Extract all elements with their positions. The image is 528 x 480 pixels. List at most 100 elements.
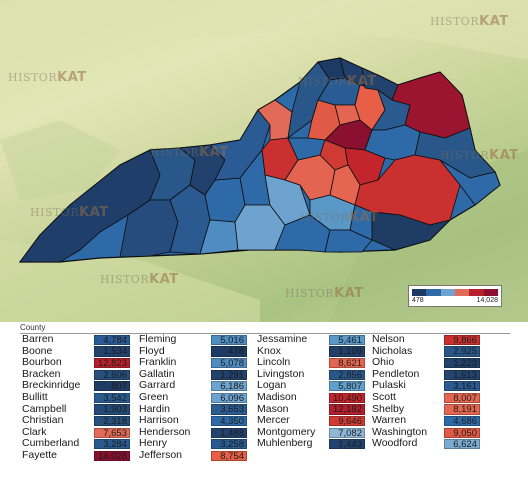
county-value: 9,866 <box>453 334 477 346</box>
county-value: 1,223 <box>453 357 477 369</box>
county-value: 8,754 <box>220 450 244 462</box>
value-cell: 1,291 <box>211 369 247 380</box>
county-name: Washington <box>372 425 428 438</box>
county-value: 6,096 <box>220 392 244 404</box>
table-row: Bracken 2,606 <box>20 367 130 381</box>
county-name: Harrison <box>139 414 179 427</box>
value-cell: 8,191 <box>444 404 480 415</box>
table-row: Montgomery 7,082 <box>255 425 365 439</box>
value-cell: 12,823 <box>94 357 130 369</box>
value-cell: 3,161 <box>444 381 480 392</box>
value-cell: 9,050 <box>444 427 480 438</box>
county-name: Boone <box>22 344 53 357</box>
table-row: Christian 2,318 <box>20 414 130 427</box>
value-cell: 1,443 <box>329 439 365 451</box>
color-legend: 478 14,028 <box>408 285 502 307</box>
watermark: HISTORKAT <box>100 272 179 287</box>
county-name: Bourbon <box>22 356 62 369</box>
table-row: Muhlenberg 1,443 <box>255 437 365 450</box>
legend-color-ramp <box>412 289 498 296</box>
county-value: 2,856 <box>338 369 362 381</box>
value-cell: 2,925 <box>444 346 480 358</box>
value-cell: 4,686 <box>444 415 480 427</box>
watermark: HISTORKAT <box>440 148 519 163</box>
county-value: 2,318 <box>103 415 127 427</box>
legend-swatch <box>426 289 441 296</box>
value-cell: 7,082 <box>329 427 365 438</box>
county-name: Breckinridge <box>22 379 81 392</box>
county-value: 5,807 <box>338 381 362 393</box>
value-cell: 3,258 <box>211 439 247 450</box>
table-column: Nelson 9,866 Nicholas 2,925 Ohio 1,223 Pendlet… <box>370 333 480 451</box>
table-row: Boone 1,534 <box>20 344 130 358</box>
county-region <box>371 211 452 251</box>
table-row: Green 6,096 <box>137 391 247 404</box>
county-name: Lincoln <box>257 356 291 369</box>
value-cell: 1,488 <box>211 427 247 438</box>
county-name: Barren <box>22 333 54 345</box>
table-row: Clark 7,653 <box>20 425 130 439</box>
table-column: Barren 4,784 Boone 1,534 Bourbon 12,823 Bracke… <box>20 333 130 462</box>
county-name: Nelson <box>372 333 405 345</box>
county-name: Henderson <box>139 425 191 438</box>
table-row: Henderson 1,488 <box>137 425 247 439</box>
county-region <box>439 159 501 206</box>
county-value: 12,823 <box>97 357 127 369</box>
value-cell: 8,754 <box>211 450 247 462</box>
table-row: Henry 3,258 <box>137 437 247 450</box>
county-name: Jefferson <box>139 448 182 461</box>
value-cell: 2,318 <box>94 415 130 427</box>
county-value: 478 <box>228 346 244 358</box>
value-cell: 7,653 <box>94 427 130 438</box>
value-cell: 3,284 <box>94 439 130 450</box>
legend-max-label: 14,028 <box>476 297 498 304</box>
table-row: Knox 1,109 <box>255 345 365 358</box>
county-name: Gallatin <box>139 367 175 380</box>
county-region <box>349 204 373 241</box>
county-value: 6,624 <box>453 439 477 451</box>
table-row: Barren 4,784 <box>20 333 130 346</box>
county-value: 2,925 <box>453 346 477 358</box>
county-name: Christian <box>22 414 64 427</box>
value-cell: 2,856 <box>329 369 365 381</box>
county-value: 10,490 <box>332 392 362 404</box>
county-name: Livingston <box>257 367 305 380</box>
county-value: 14,028 <box>97 450 127 462</box>
watermark: HISTORKAT <box>285 286 364 301</box>
value-cell: 3,542 <box>94 392 130 404</box>
county-value: 8,621 <box>338 357 362 369</box>
county-name: Logan <box>257 379 287 392</box>
county-name: Cumberland <box>22 437 80 450</box>
table-row: Floyd 478 <box>137 345 247 358</box>
table-row: Pulaski 3,161 <box>370 380 480 392</box>
value-cell: 8,621 <box>329 357 365 369</box>
table-row: Washington 9,050 <box>370 425 480 439</box>
county-value: 4,784 <box>103 334 127 346</box>
value-cell: 478 <box>211 346 247 358</box>
value-cell: 5,016 <box>211 334 247 345</box>
county-value: 1,443 <box>338 439 362 451</box>
legend-min-label: 478 <box>412 297 424 304</box>
county-name: Bracken <box>22 367 61 380</box>
watermark: HISTORKAT <box>150 145 229 160</box>
county-name: Montgomery <box>257 425 316 438</box>
table-row: Mercer 9,646 <box>255 415 365 427</box>
value-cell: 2,606 <box>94 369 130 380</box>
county-value: 4,686 <box>453 415 477 427</box>
legend-swatch <box>469 289 484 296</box>
county-name: Jessamine <box>257 333 308 345</box>
table-row: Shelby 8,191 <box>370 403 480 416</box>
county-name: Muhlenberg <box>257 437 313 450</box>
table-row: Jessamine 5,461 <box>255 333 365 346</box>
county-name: Woodford <box>372 437 418 450</box>
county-value: 1,613 <box>453 369 477 381</box>
table-row: Ohio 1,223 <box>370 357 480 369</box>
county-value: 3,542 <box>103 392 127 404</box>
county-name: Henry <box>139 437 168 450</box>
county-name: Clark <box>22 425 47 438</box>
county-value: 9,646 <box>338 415 362 427</box>
legend-swatch <box>412 289 427 296</box>
county-value: 1,903 <box>103 404 127 416</box>
county-name: Madison <box>257 390 297 403</box>
county-value: 807 <box>111 381 127 393</box>
